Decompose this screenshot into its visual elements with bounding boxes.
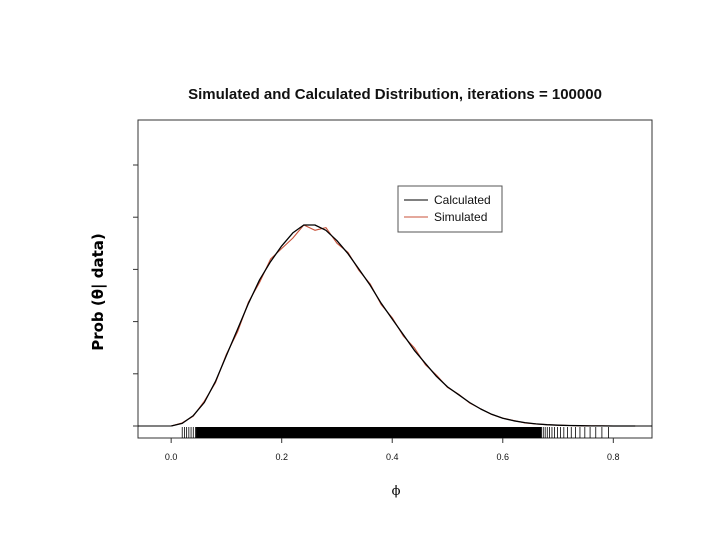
x-axis-label: ϕ [392, 484, 401, 499]
legend-label-calculated: Calculated [434, 193, 491, 207]
legend-label-simulated: Simulated [434, 210, 487, 224]
x-tick-label-4: 0.8 [607, 452, 620, 462]
plot-frame [137, 119, 653, 439]
series-line-calculated [171, 224, 636, 427]
legend-box [397, 185, 503, 233]
series-lines [138, 224, 652, 427]
x-axis: 0.0 0.2 0.4 0.6 0.8 [165, 438, 620, 462]
y-axis [133, 164, 138, 427]
rug-dense-band [196, 427, 542, 438]
x-tick-label-3: 0.6 [497, 452, 510, 462]
legend: Calculated Simulated [397, 185, 503, 233]
rug-plot [181, 427, 609, 438]
y-axis-label: Prob (θ| data) [89, 233, 108, 351]
series-line-simulated [171, 224, 636, 427]
chart-title: Simulated and Calculated Distribution, i… [188, 86, 602, 103]
x-tick-label-2: 0.4 [386, 452, 399, 462]
x-tick-label-0: 0.0 [165, 452, 178, 462]
x-tick-label-1: 0.2 [275, 452, 288, 462]
